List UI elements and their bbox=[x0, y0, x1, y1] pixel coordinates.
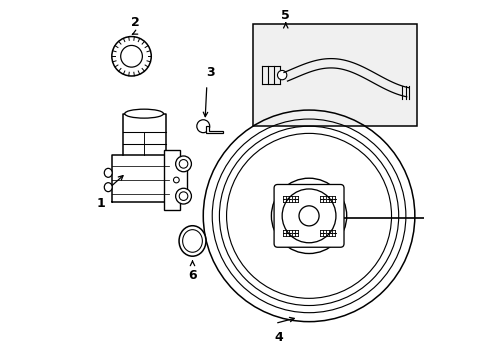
Circle shape bbox=[271, 178, 346, 253]
Text: 2: 2 bbox=[130, 16, 139, 29]
Circle shape bbox=[277, 71, 286, 80]
Circle shape bbox=[112, 37, 151, 76]
Text: 4: 4 bbox=[274, 331, 283, 344]
Circle shape bbox=[432, 213, 442, 223]
Polygon shape bbox=[163, 149, 187, 211]
Text: 6: 6 bbox=[188, 269, 196, 282]
Ellipse shape bbox=[182, 230, 202, 252]
Bar bbox=[253, 24, 416, 126]
Ellipse shape bbox=[104, 183, 112, 192]
Ellipse shape bbox=[179, 226, 205, 256]
Ellipse shape bbox=[124, 109, 163, 118]
Circle shape bbox=[298, 206, 319, 226]
Circle shape bbox=[173, 177, 179, 183]
Circle shape bbox=[175, 156, 191, 172]
Circle shape bbox=[196, 120, 209, 133]
FancyBboxPatch shape bbox=[274, 184, 344, 247]
Text: 1: 1 bbox=[97, 197, 105, 210]
Circle shape bbox=[121, 45, 142, 67]
Circle shape bbox=[175, 188, 191, 204]
Text: 5: 5 bbox=[281, 9, 289, 22]
Text: 3: 3 bbox=[206, 66, 214, 79]
Ellipse shape bbox=[104, 168, 112, 177]
Circle shape bbox=[282, 189, 335, 243]
Polygon shape bbox=[206, 126, 223, 134]
